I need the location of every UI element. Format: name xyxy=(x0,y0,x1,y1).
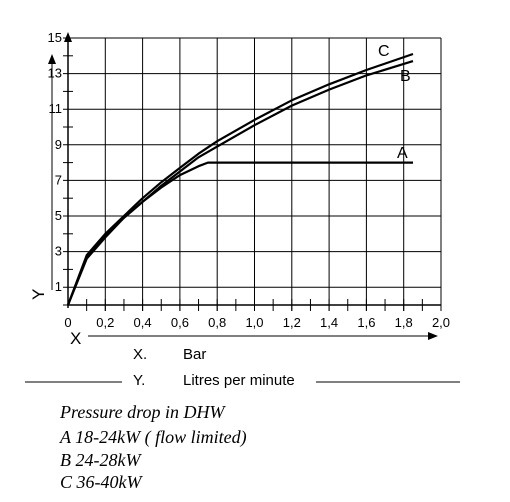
x-tick-label: 0,4 xyxy=(134,315,152,330)
legend-x-key: X. xyxy=(133,346,148,363)
y-tick-label: 9 xyxy=(55,137,62,152)
series-label-c: C xyxy=(378,43,390,60)
y-tick-label: 13 xyxy=(48,66,62,81)
legend-y-desc: Litres per minute xyxy=(183,372,295,389)
x-axis-letter: X xyxy=(70,329,81,348)
y-axis-letter: Y xyxy=(29,289,48,300)
y-tick-label: 5 xyxy=(55,208,62,223)
series-line-a xyxy=(66,161,413,306)
tick-labels: 0 0,2 0,4 0,6 0,8 1,0 1,2 1,4 1,6 1,8 2,0135791113… xyxy=(48,30,451,330)
y-tick-label: 3 xyxy=(55,244,62,259)
x-tick-label: 1,8 xyxy=(395,315,413,330)
y-tick-label: 15 xyxy=(48,30,62,45)
caption-line-b: B 24-28kW xyxy=(60,450,141,470)
caption-line-a: A 18-24kW ( flow limited) xyxy=(60,427,247,447)
series-label-a: A xyxy=(397,145,408,162)
y-tick-label: 11 xyxy=(49,101,63,116)
y-direction-arrowhead xyxy=(48,54,56,64)
x-tick-label: 0,2 xyxy=(96,315,114,330)
grid xyxy=(63,37,442,311)
series-lines xyxy=(66,52,414,306)
y-axis-arrowhead xyxy=(64,32,72,42)
y-tick-label: 7 xyxy=(55,172,62,187)
series-line-b xyxy=(66,60,414,306)
y-tick-label: 1 xyxy=(55,279,62,294)
axes xyxy=(48,32,441,340)
series-labels: A BC xyxy=(378,43,411,162)
x-tick-label: 1,6 xyxy=(357,315,375,330)
legend-y-key: Y. xyxy=(133,372,146,389)
x-tick-label: 2,0 xyxy=(432,315,450,330)
x-tick-label: 0 xyxy=(64,315,71,330)
x-direction-arrowhead xyxy=(428,332,438,340)
caption-title: Pressure drop in DHW xyxy=(60,402,225,422)
x-tick-label: 1,4 xyxy=(320,315,338,330)
x-tick-label: 0,6 xyxy=(171,315,189,330)
legend-x-desc: Bar xyxy=(183,346,207,363)
series-label-b: B xyxy=(400,68,411,85)
pressure-flow-chart: 0 0,2 0,4 0,6 0,8 1,0 1,2 1,4 1,6 1,8 2,0135791113… xyxy=(25,30,460,383)
x-tick-label: 1,0 xyxy=(245,315,263,330)
x-tick-label: 0,8 xyxy=(208,315,226,330)
x-tick-label: 1,2 xyxy=(283,315,301,330)
caption-line-c: C 36-40kW xyxy=(60,472,142,492)
series-line-c xyxy=(66,52,414,306)
